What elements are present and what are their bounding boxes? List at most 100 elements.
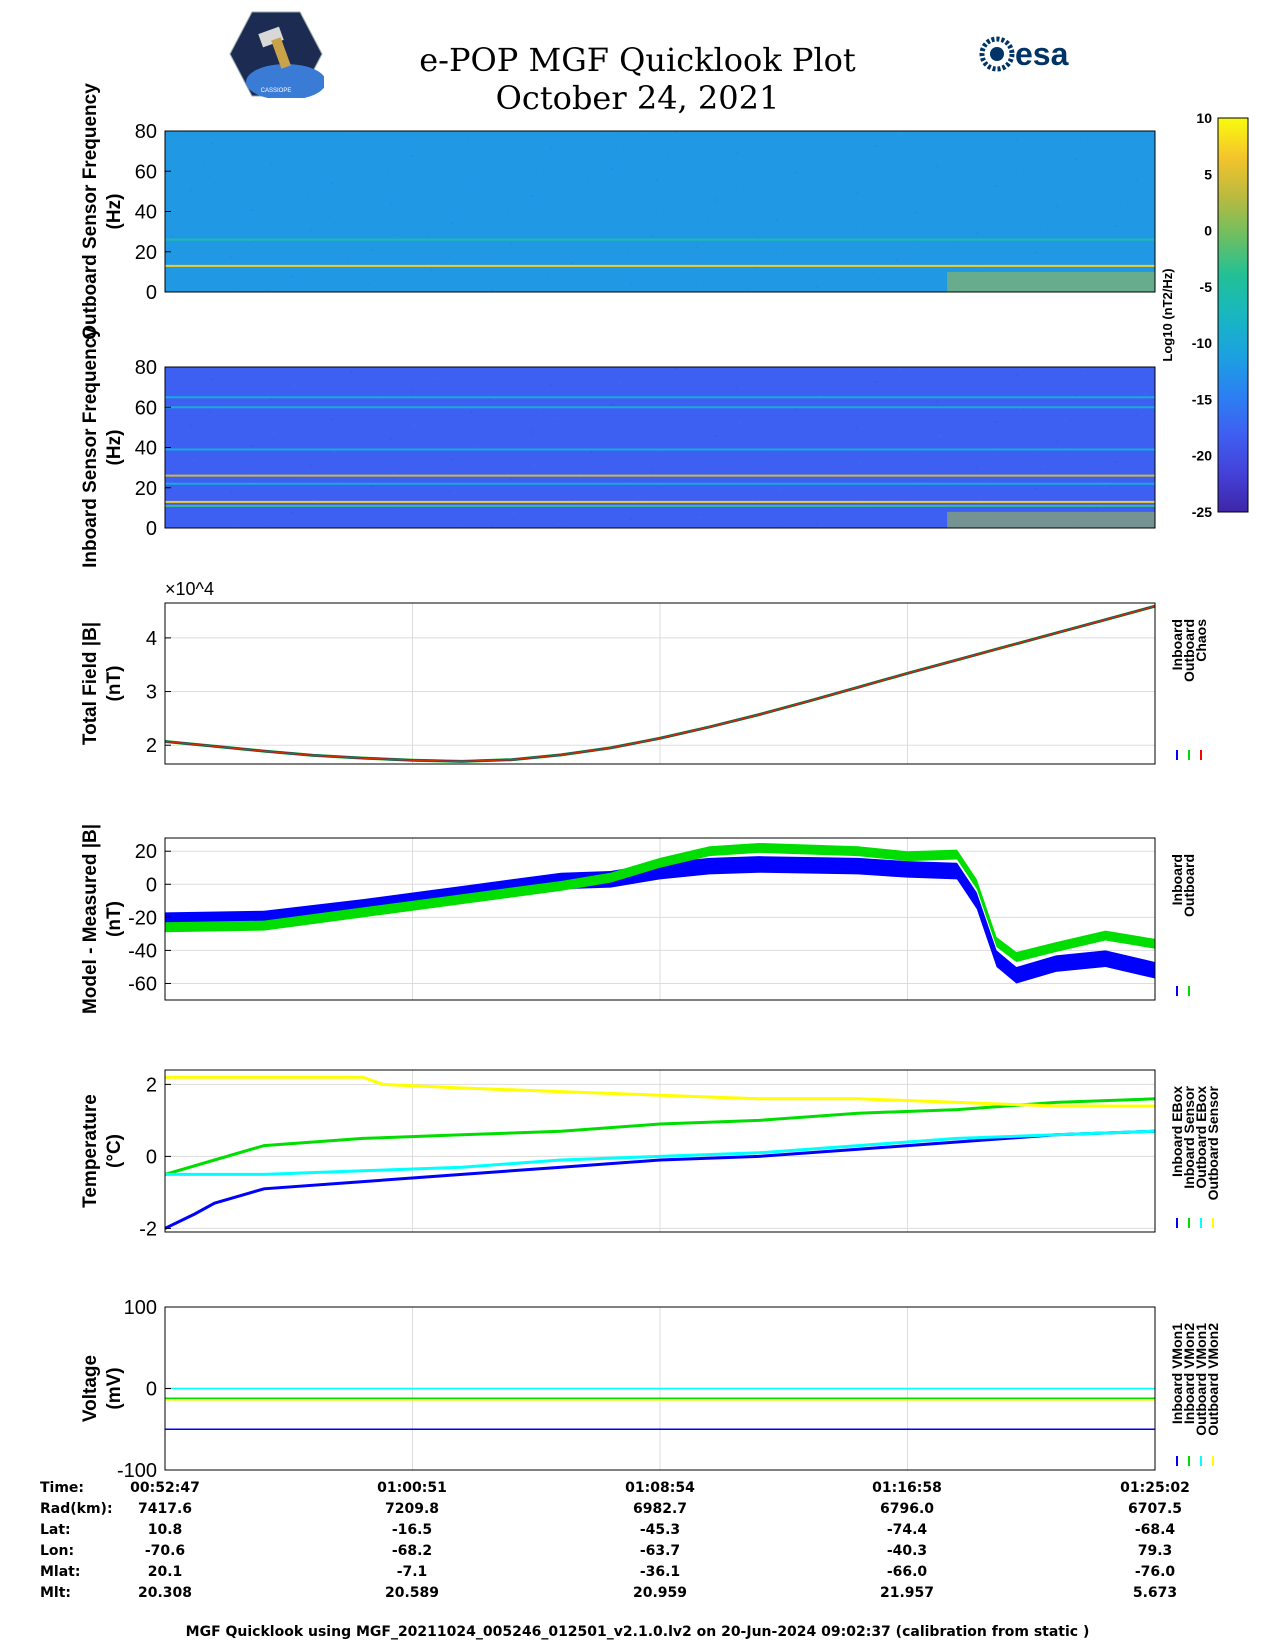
noise-pixel bbox=[350, 135, 353, 137]
series-band-inboard bbox=[165, 856, 1155, 984]
noise-pixel bbox=[872, 272, 875, 274]
noise-pixel bbox=[607, 134, 610, 136]
noise-pixel bbox=[778, 489, 781, 491]
noise-pixel bbox=[1018, 172, 1021, 174]
legend-label-chaos: Chaos bbox=[1193, 619, 1209, 662]
noise-pixel bbox=[396, 506, 399, 508]
noise-pixel bbox=[1066, 217, 1069, 219]
noise-pixel bbox=[393, 472, 396, 474]
noise-pixel bbox=[724, 376, 727, 378]
noise-pixel bbox=[718, 469, 721, 471]
noise-pixel bbox=[747, 288, 750, 290]
ephem-value: -16.5 bbox=[391, 1522, 433, 1538]
legend-label-outboard-ebox: Outboard EBox bbox=[1193, 1086, 1209, 1189]
esa-logo: esa bbox=[979, 36, 1069, 72]
noise-pixel bbox=[404, 484, 407, 486]
noise-pixel bbox=[909, 380, 912, 382]
noise-pixel bbox=[946, 413, 949, 415]
noise-pixel bbox=[647, 201, 650, 203]
noise-pixel bbox=[276, 466, 279, 468]
y-tick-label: 0 bbox=[146, 1146, 157, 1168]
noise-pixel bbox=[210, 142, 213, 144]
panel-frame bbox=[164, 602, 1156, 765]
noise-pixel bbox=[467, 141, 470, 143]
ephem-value: 20.589 bbox=[384, 1585, 440, 1601]
noise-pixel bbox=[1032, 218, 1035, 220]
ephem-label-rad: Rad(km): bbox=[40, 1501, 113, 1517]
y-axis-label-line2: (Hz) bbox=[104, 430, 125, 466]
noise-pixel bbox=[170, 236, 173, 238]
noise-pixel bbox=[436, 412, 439, 414]
y-axis-label-line1: Outboard Sensor Frequency bbox=[80, 83, 101, 340]
noise-pixel bbox=[487, 255, 490, 257]
noise-pixel bbox=[233, 526, 236, 528]
panel-frame bbox=[164, 1069, 1156, 1233]
y-tick-label: 40 bbox=[135, 438, 157, 460]
y-tick-label: -40 bbox=[128, 940, 157, 962]
noise-pixel bbox=[390, 438, 393, 440]
noise-pixel bbox=[1029, 420, 1032, 422]
noise-pixel bbox=[1132, 144, 1135, 146]
y-axis-label: Temperature (°C) bbox=[80, 1094, 125, 1208]
noise-pixel bbox=[875, 145, 878, 147]
noise-pixel bbox=[998, 455, 1001, 457]
legend-label-outboard: Outboard bbox=[1181, 854, 1197, 917]
noise-pixel bbox=[849, 521, 852, 523]
noise-pixel bbox=[678, 166, 681, 168]
noise-pixel bbox=[661, 247, 664, 249]
noise-pixel bbox=[815, 286, 818, 288]
noise-pixel bbox=[878, 179, 881, 181]
noise-pixel bbox=[901, 402, 904, 404]
noise-pixel bbox=[949, 447, 952, 449]
series-outboard-sensor bbox=[165, 1075, 1155, 1108]
noise-pixel bbox=[618, 146, 621, 148]
noise-pixel bbox=[935, 165, 938, 167]
noise-pixel bbox=[1026, 150, 1029, 152]
noise-pixel bbox=[216, 446, 219, 448]
noise-pixel bbox=[804, 510, 807, 512]
noise-pixel bbox=[1055, 441, 1058, 443]
noise-pixel bbox=[1006, 197, 1009, 199]
series-band-outboard bbox=[165, 842, 1155, 962]
noise-pixel bbox=[744, 254, 747, 256]
ephem-value: -63.7 bbox=[639, 1543, 681, 1559]
noise-pixel bbox=[570, 262, 573, 264]
noise-pixel bbox=[182, 211, 185, 213]
noise-pixel bbox=[333, 452, 336, 454]
noise-pixel bbox=[553, 418, 556, 420]
ephem-value: 6707.5 bbox=[1127, 1501, 1183, 1517]
noise-pixel bbox=[507, 208, 510, 210]
noise-pixel bbox=[1089, 440, 1092, 442]
ephem-label-lat: Lat: bbox=[40, 1522, 71, 1538]
legend-label-outboard-vmon1: Outboard VMon1 bbox=[1193, 1323, 1209, 1436]
noise-pixel bbox=[715, 435, 718, 437]
ephem-label-mlat: Mlat: bbox=[40, 1564, 81, 1580]
noise-pixel bbox=[330, 182, 333, 184]
y-axis-label-line2: (Hz) bbox=[104, 194, 125, 230]
noise-pixel bbox=[978, 266, 981, 268]
noise-pixel bbox=[1055, 205, 1058, 207]
noise-pixel bbox=[1089, 204, 1092, 206]
noise-pixel bbox=[781, 523, 784, 525]
legend-label-outboard-sensor: Outboard Sensor bbox=[1205, 1085, 1221, 1200]
y-axis-label: Inboard Sensor Frequency (Hz) bbox=[80, 327, 125, 568]
noise-pixel bbox=[838, 273, 841, 275]
noise-pixel bbox=[778, 253, 781, 255]
noise-pixel bbox=[698, 280, 701, 282]
spectrogram-feature bbox=[947, 511, 1155, 528]
noise-pixel bbox=[772, 421, 775, 423]
colorbar-tick-label: -5 bbox=[1200, 279, 1213, 295]
noise-pixel bbox=[798, 206, 801, 208]
noise-pixel bbox=[427, 235, 430, 237]
noise-pixel bbox=[1146, 190, 1149, 192]
noise-pixel bbox=[456, 526, 459, 528]
noise-pixel bbox=[501, 140, 504, 142]
noise-pixel bbox=[1152, 258, 1155, 260]
noise-pixel bbox=[975, 232, 978, 234]
ephem-value: 79.3 bbox=[1137, 1543, 1173, 1559]
noise-pixel bbox=[364, 181, 367, 183]
noise-pixel bbox=[230, 492, 233, 494]
noise-pixel bbox=[447, 424, 450, 426]
noise-pixel bbox=[384, 134, 387, 136]
y-tick-label: 3 bbox=[146, 682, 157, 704]
